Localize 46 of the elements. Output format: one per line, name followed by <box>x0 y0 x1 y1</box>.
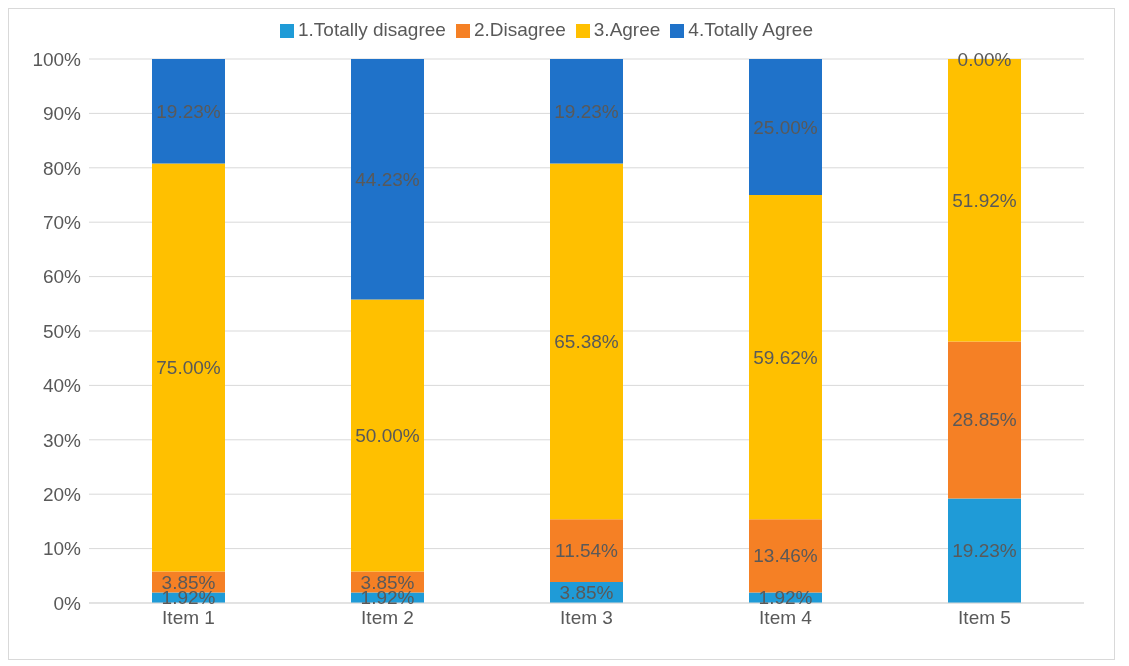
y-tick-label: 40% <box>42 375 82 397</box>
data-label: 11.54% <box>554 540 619 562</box>
bar <box>550 59 623 164</box>
data-label: 65.38% <box>554 330 619 352</box>
bar <box>152 163 225 572</box>
data-label: 25.00% <box>753 116 818 138</box>
bar <box>948 498 1021 603</box>
legend-label: 1.Totally disagree <box>298 19 446 40</box>
bar <box>351 59 424 300</box>
y-tick-label: 80% <box>42 157 82 179</box>
y-tick-label: 50% <box>42 320 82 342</box>
data-label: 44.23% <box>355 168 420 190</box>
y-tick-label: 100% <box>32 48 82 70</box>
y-tick-label: 60% <box>42 266 82 288</box>
bar <box>152 59 225 164</box>
bar <box>351 299 424 572</box>
data-label: 28.85% <box>952 409 1017 431</box>
bar <box>749 59 822 195</box>
legend-label: 4.Totally Agree <box>688 19 813 40</box>
legend-label: 2.Disagree <box>473 19 566 40</box>
x-tick-label: Item 4 <box>759 607 813 629</box>
y-tick-label: 10% <box>42 538 82 560</box>
y-tick-label: 20% <box>42 483 82 505</box>
y-tick-label: 30% <box>42 429 82 451</box>
y-tick-label: 0% <box>53 592 82 614</box>
x-tick-label: Item 2 <box>361 607 414 629</box>
data-label: 59.62% <box>753 346 818 368</box>
data-label: 19.23% <box>156 100 221 122</box>
data-label: 3.85% <box>559 582 614 604</box>
data-label: 50.00% <box>355 425 420 447</box>
data-label: 75.00% <box>156 357 221 379</box>
legend-label: 3.Agree <box>593 19 661 40</box>
bar <box>948 341 1021 499</box>
data-label: 51.92% <box>952 189 1017 211</box>
x-tick-label: Item 3 <box>560 607 613 629</box>
x-tick-label: Item 1 <box>162 607 215 629</box>
y-tick-label: 90% <box>42 103 82 125</box>
data-label: 19.23% <box>952 540 1017 562</box>
data-label: 13.46% <box>753 545 818 567</box>
bar <box>749 195 822 520</box>
x-tick-label: Item 5 <box>958 607 1011 629</box>
bar <box>550 163 623 520</box>
data-label: 19.23% <box>554 100 619 122</box>
bar <box>550 519 623 583</box>
bar <box>749 519 822 593</box>
y-tick-label: 70% <box>42 211 82 233</box>
